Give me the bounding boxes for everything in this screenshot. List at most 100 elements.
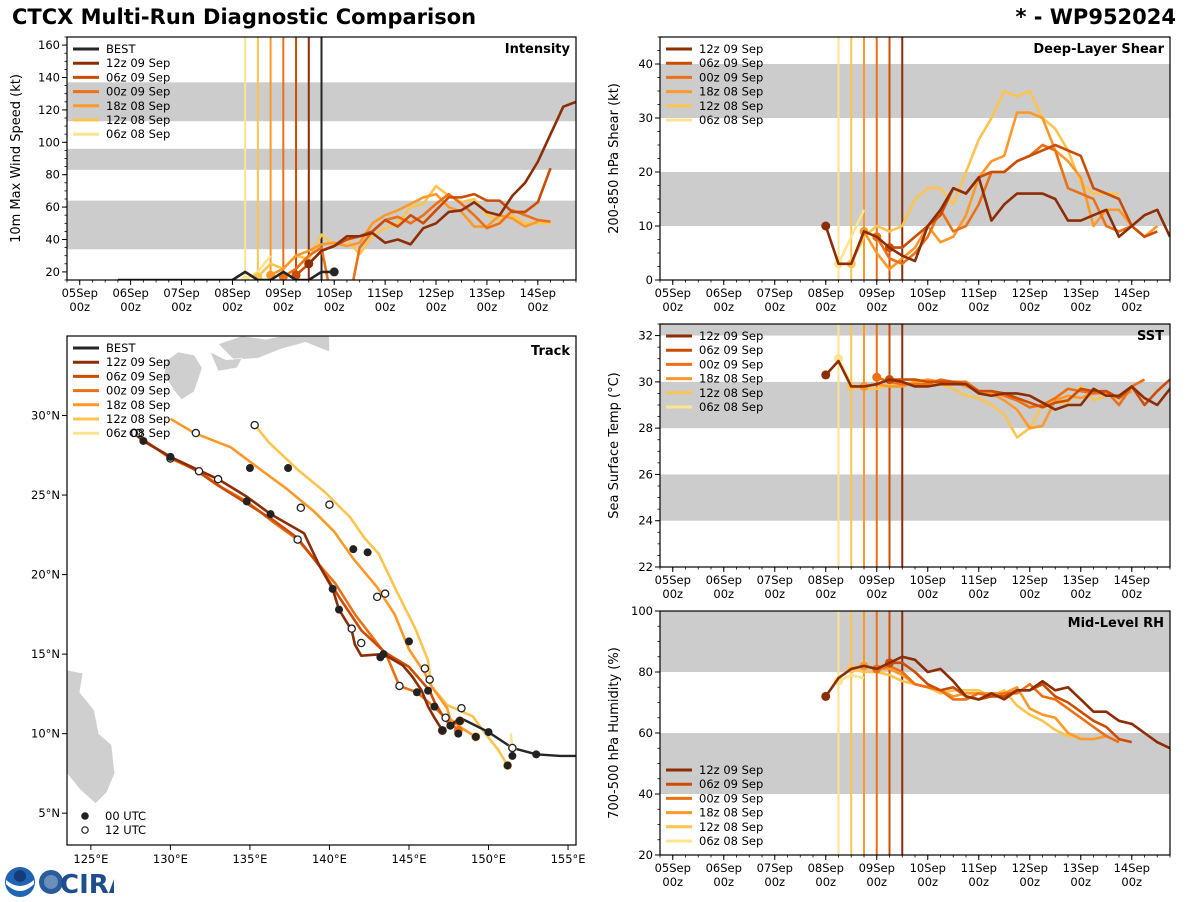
legend-label: 06z 09 Sep <box>106 70 170 84</box>
marker-12utc <box>129 428 139 438</box>
init-marker <box>834 354 843 364</box>
series-line-06z-08-sep <box>244 254 272 280</box>
y-tick-label: 30 <box>638 111 653 125</box>
y-tick-label: 60 <box>638 726 653 740</box>
x-tick-label: 00z <box>662 300 683 314</box>
x-tick-label: 00z <box>917 587 938 601</box>
marker-12utc <box>441 713 450 723</box>
legend-label: 06z 08 Sep <box>699 400 763 414</box>
x-tick-label: 11Sep <box>961 286 997 300</box>
legend-label: 12z 08 Sep <box>106 113 170 127</box>
marker-00utc <box>532 750 541 759</box>
x-tick-label: 00z <box>866 300 887 314</box>
x-tick-label: 00z <box>426 300 447 314</box>
x-tick-label: 150°E <box>471 852 506 866</box>
threshold-band <box>660 324 1170 336</box>
x-tick-label: 00z <box>662 587 683 601</box>
legend-label: 12z 09 Sep <box>106 355 170 369</box>
init-marker <box>304 259 314 269</box>
marker-00utc <box>471 732 480 741</box>
x-tick-label: 00z <box>968 300 989 314</box>
storm-id: * - WP952024 <box>1015 5 1176 29</box>
track-line-00z-09-sep <box>137 435 460 732</box>
x-tick-label: 14Sep <box>1114 861 1150 875</box>
init-marker <box>821 370 831 380</box>
y-tick-label: 40 <box>638 787 653 801</box>
series-line-06z-09-sep <box>889 661 1133 744</box>
legend-label: 12z 08 Sep <box>699 820 763 834</box>
panel-title: Deep-Layer Shear <box>1033 42 1164 57</box>
x-tick-label: 06Sep <box>112 286 148 300</box>
threshold-band <box>660 733 1170 794</box>
x-tick-label: 05Sep <box>655 861 691 875</box>
series-line-00z-09-sep <box>876 664 1120 744</box>
x-tick-label: 00z <box>662 875 683 889</box>
x-tick-label: 14Sep <box>1114 286 1150 300</box>
plot-area <box>67 37 576 280</box>
x-tick-label: 08Sep <box>808 286 844 300</box>
x-tick-label: 00z <box>1019 587 1040 601</box>
x-tick-label: 07Sep <box>163 286 199 300</box>
legend-label: 06z 09 Sep <box>699 56 763 70</box>
x-tick-label: 155°E <box>551 852 586 866</box>
y-tick-label: 24 <box>638 514 653 528</box>
legend-label: 18z 08 Sep <box>699 85 763 99</box>
x-tick-label: 00z <box>1019 875 1040 889</box>
legend-label: 12z 09 Sep <box>106 56 170 70</box>
x-tick-label: 07Sep <box>757 861 793 875</box>
threshold-band <box>660 611 1170 672</box>
y-tick-label: 60 <box>45 200 60 214</box>
x-tick-label: 00z <box>1121 587 1142 601</box>
y-tick-label: 20 <box>638 165 653 179</box>
panel-sst: 22242628303205Sep00z06Sep00z07Sep00z08Se… <box>607 323 1171 601</box>
land-mass <box>163 351 203 401</box>
x-tick-label: 00z <box>1121 300 1142 314</box>
panel-shear: 01020304005Sep00z06Sep00z07Sep00z08Sep00… <box>607 36 1171 314</box>
best-end-marker <box>329 267 339 277</box>
y-axis-label: 200-850 hPa Shear (kt) <box>607 83 622 234</box>
x-tick-label: 09Sep <box>859 861 895 875</box>
x-tick-label: 13Sep <box>1063 286 1099 300</box>
series-line-06z-08-sep <box>837 673 865 683</box>
init-marker <box>240 275 250 280</box>
legend-label: 18z 08 Sep <box>106 398 170 412</box>
y-tick-label: 120 <box>38 103 60 117</box>
series-line-12z-09-sep <box>824 359 1170 411</box>
marker-00utc <box>139 436 148 445</box>
x-tick-label: 11Sep <box>367 286 403 300</box>
marker-00utc <box>166 452 175 461</box>
noaa-logo-icon <box>5 867 35 897</box>
x-tick-label: 11Sep <box>961 573 997 587</box>
legend-label: 06z 08 Sep <box>106 426 170 440</box>
figure-title: CTCX Multi-Run Diagnostic Comparison <box>12 5 477 29</box>
y-tick-label: 30°N <box>31 409 60 423</box>
x-tick-label: 00z <box>866 875 887 889</box>
y-tick-label: 22 <box>638 560 653 574</box>
marker-legend-label: 00 UTC <box>105 809 146 823</box>
marker-00utc <box>424 686 433 695</box>
panel-intensity: 2040608010012014016005Sep00z06Sep00z07Se… <box>9 36 577 314</box>
y-axis-label: Sea Surface Temp (°C) <box>607 372 622 519</box>
init-marker <box>872 372 882 382</box>
series-line-12z-08-sep <box>851 380 1107 439</box>
legend-label: 18z 08 Sep <box>106 99 170 113</box>
y-tick-label: 15°N <box>31 647 60 661</box>
x-tick-label: 11Sep <box>961 861 997 875</box>
x-tick-label: 13Sep <box>1063 861 1099 875</box>
series-line-06z-08-sep <box>837 209 866 265</box>
y-tick-label: 0 <box>646 273 653 287</box>
x-tick-label: 10Sep <box>316 286 352 300</box>
marker-12utc <box>213 474 223 484</box>
panel-title: Mid-Level RH <box>1068 616 1164 631</box>
x-tick-label: 12Sep <box>1012 286 1048 300</box>
x-tick-label: 00z <box>917 300 938 314</box>
x-tick-label: 00z <box>324 300 345 314</box>
x-tick-label: 00z <box>222 300 243 314</box>
x-tick-label: 07Sep <box>757 286 793 300</box>
marker-12utc <box>250 420 259 430</box>
x-tick-label: 00z <box>917 875 938 889</box>
series-line-06z-09-sep <box>889 143 1158 249</box>
x-tick-label: 00z <box>1070 587 1091 601</box>
x-tick-label: 00z <box>120 300 141 314</box>
